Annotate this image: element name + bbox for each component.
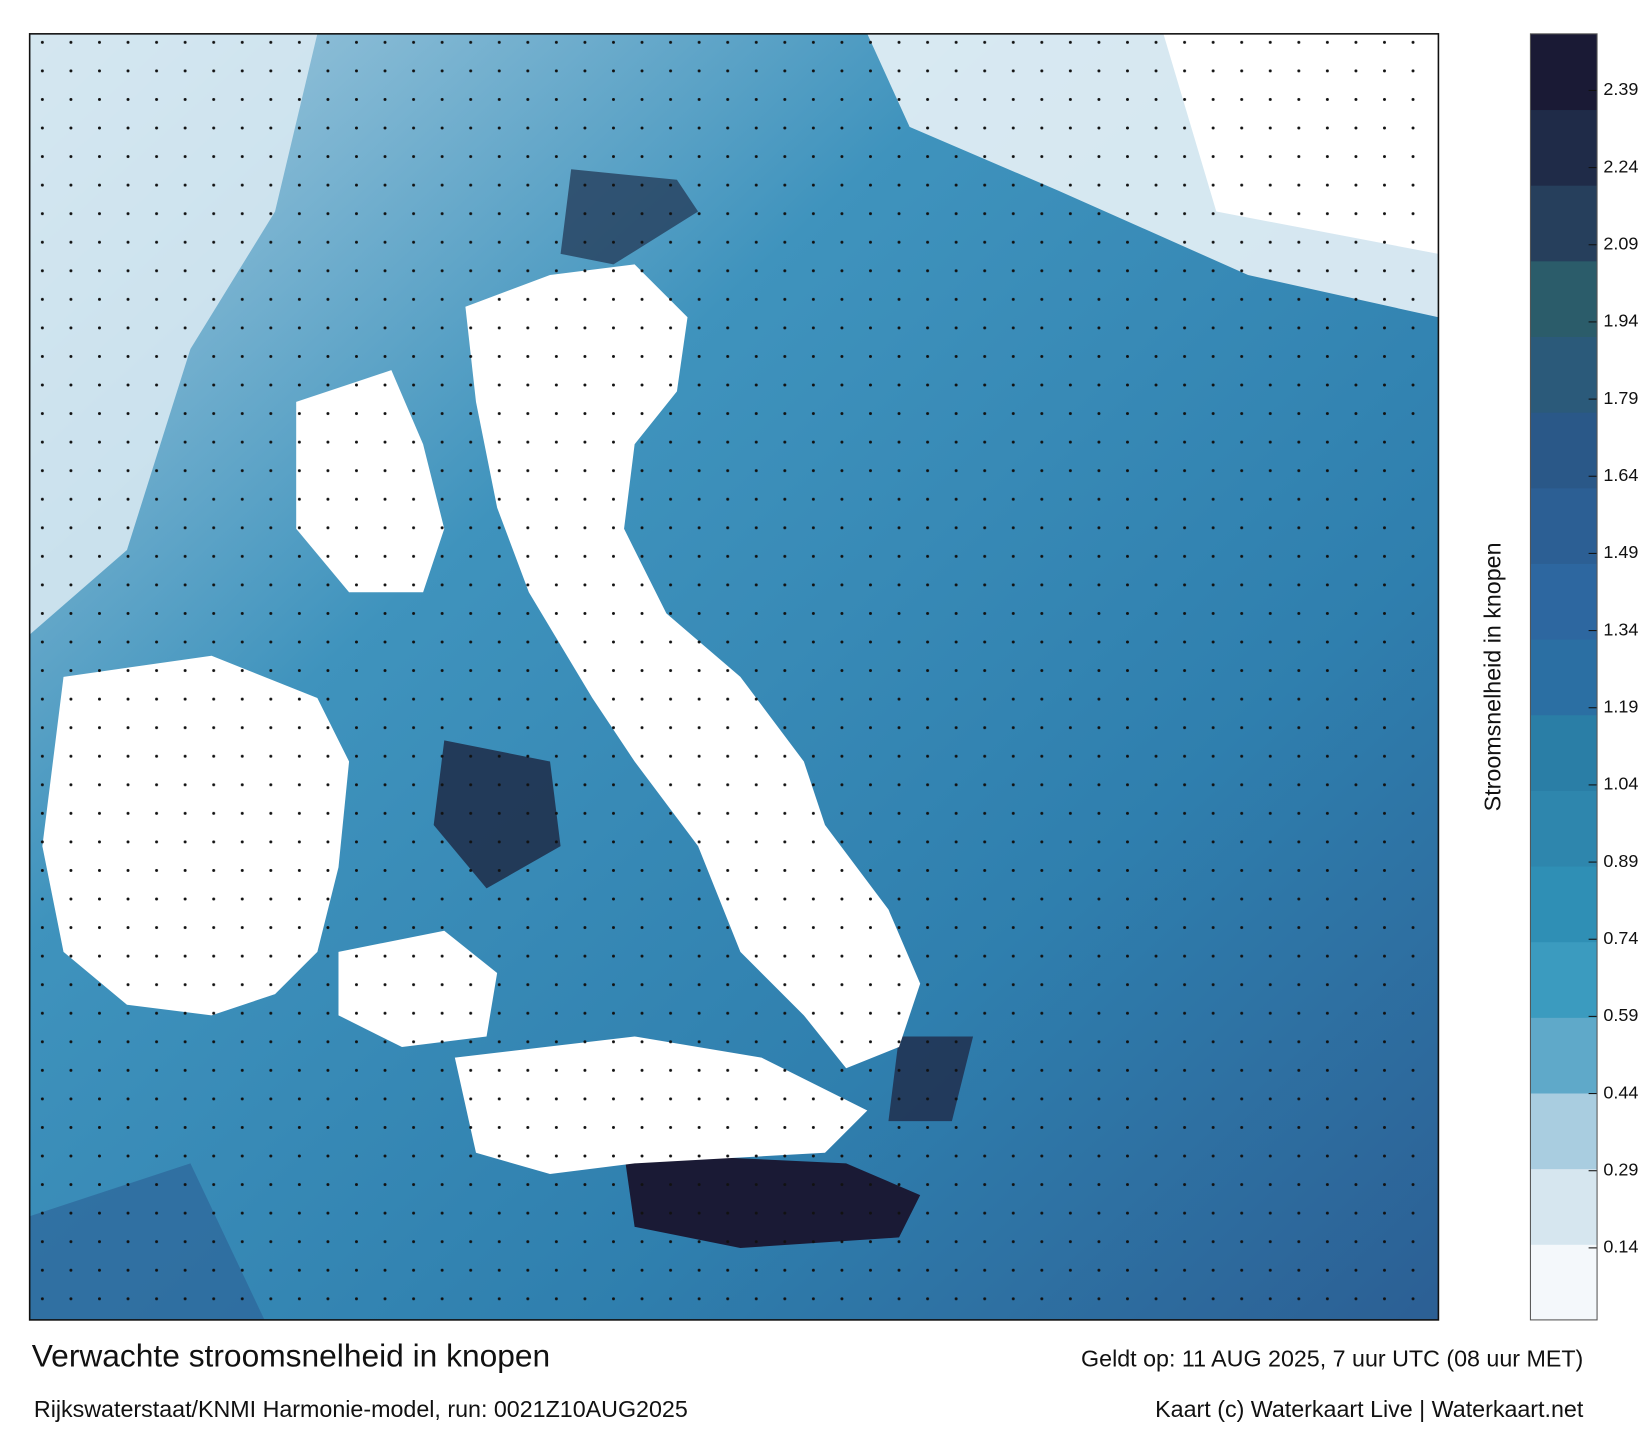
valid-time: Geldt op: 11 AUG 2025, 7 uur UTC (08 uur… [1081, 1345, 1583, 1371]
colorbar-band [1530, 412, 1598, 489]
colorbar-band [1530, 790, 1598, 867]
colorbar-band [1530, 185, 1598, 262]
colorbar-tick-label: 1.49 [1603, 542, 1638, 562]
colorbar-tick-label: 2.39 [1603, 79, 1638, 99]
subtitle: Rijkswaterstaat/KNMI Harmonie-model, run… [34, 1396, 688, 1422]
colorbar-tick-label: 1.04 [1603, 774, 1638, 794]
colorbar-tick-label: 1.79 [1603, 388, 1638, 408]
colorbar-band [1530, 563, 1598, 640]
colorbar-tick-label: 0.59 [1603, 1005, 1638, 1025]
colorbar-band [1530, 714, 1598, 791]
colorbar-band [1530, 639, 1598, 716]
credit: Kaart (c) Waterkaart Live | Waterkaart.n… [1155, 1396, 1584, 1422]
colorbar-band [1530, 33, 1598, 111]
colorbar-tick-label: 1.64 [1603, 465, 1638, 485]
colorbar-band [1530, 487, 1598, 564]
title: Verwachte stroomsnelheid in knopen [32, 1337, 550, 1373]
map-area [29, 33, 1439, 1320]
colorbar-frame [1529, 33, 1598, 1321]
colorbar-tick-label: 0.89 [1603, 851, 1638, 871]
map-frame [28, 33, 1440, 1321]
colorbar-label: Stroomsnelheid in knopen [1480, 542, 1506, 811]
colorbar-band [1530, 941, 1598, 1018]
colorbar-tick-label: 0.29 [1603, 1159, 1638, 1179]
colorbar-tick-label: 0.14 [1603, 1237, 1638, 1257]
colorbar-band [1530, 109, 1598, 186]
colorbar-band [1530, 260, 1598, 337]
colorbar-tick-label: 1.19 [1603, 696, 1638, 716]
colorbar-tick-label: 2.24 [1603, 156, 1638, 176]
colorbar: 0.14 0.29 0.44 0.59 0.74 0.89 1.04 1.19 1.34 1.49… [1530, 33, 1638, 1321]
colorbar-band [1530, 1244, 1598, 1321]
colorbar-tick-label: 0.74 [1603, 928, 1638, 948]
colorbar-band [1530, 866, 1598, 943]
colorbar-tick-label: 2.09 [1603, 234, 1638, 254]
colorbar-tick-label: 0.44 [1603, 1082, 1638, 1102]
colorbar-tick-label: 1.94 [1603, 311, 1638, 331]
colorbar-tick-label: 1.34 [1603, 619, 1638, 639]
colorbar-band [1530, 336, 1598, 413]
colorbar-band [1530, 1092, 1598, 1170]
grid-dots [29, 33, 1439, 1320]
colorbar-band [1530, 1017, 1598, 1094]
colorbar-band [1530, 1168, 1598, 1245]
